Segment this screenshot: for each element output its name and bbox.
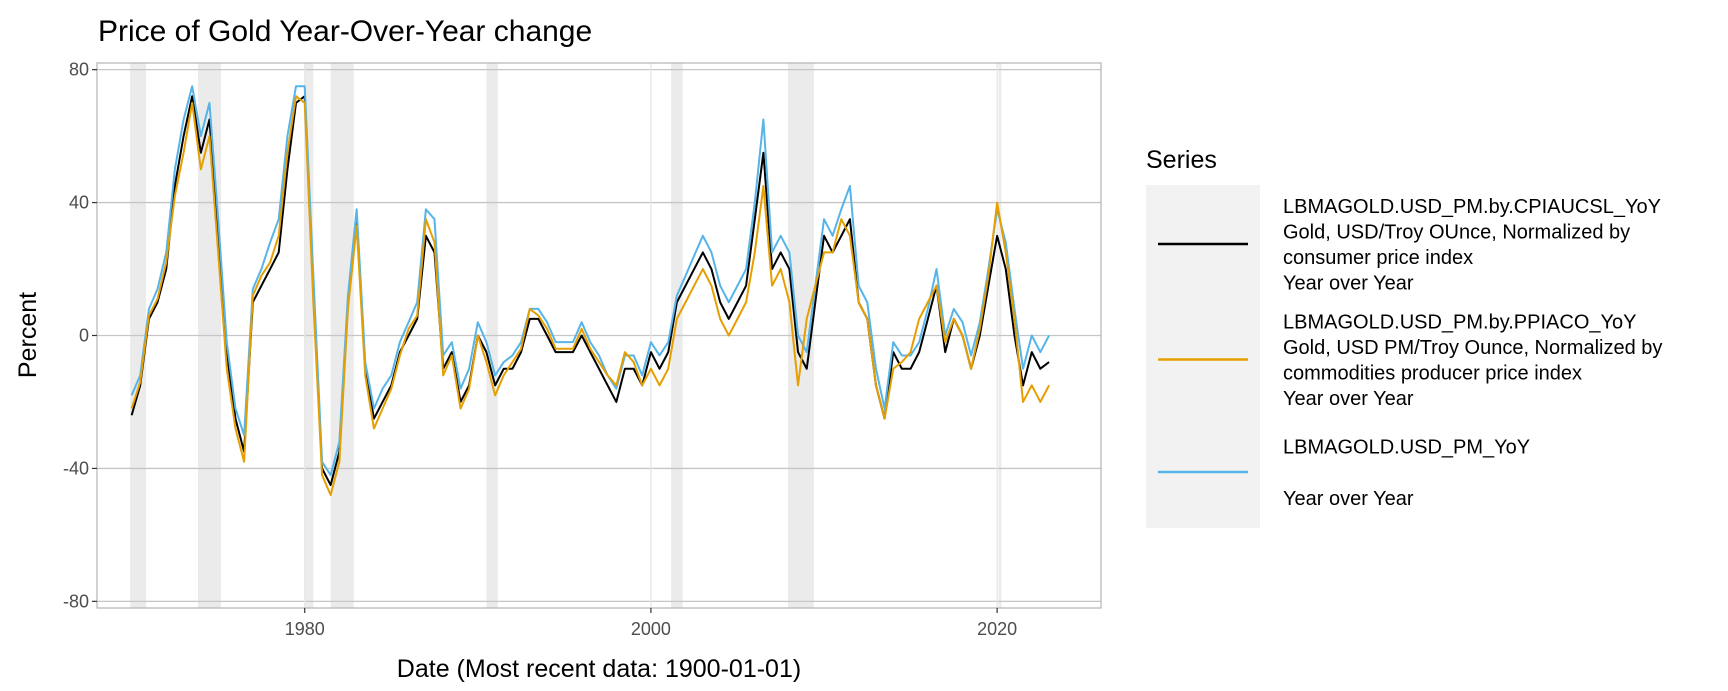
legend-label-2: LBMAGOLD.USD_PM_YoY Year over Year <box>1283 437 1530 510</box>
y-axis-ticks: 80 40 0 -40 -80 <box>63 60 97 611</box>
y-axis-title: Percent <box>14 292 42 378</box>
grid-lines <box>97 63 1101 608</box>
legend: Series LBMAGOLD.USD_PM.by.CPIAUCSL_YoY Go… <box>1146 146 1662 528</box>
y-tick-label-0: 80 <box>69 60 89 80</box>
legend-label-0: LBMAGOLD.USD_PM.by.CPIAUCSL_YoY Gold, USD… <box>1283 196 1661 295</box>
legend-label-line: LBMAGOLD.USD_PM.by.CPIAUCSL_YoY <box>1283 196 1661 218</box>
legend-label-line: Year over Year <box>1283 488 1414 510</box>
x-axis-title: Date (Most recent data: 1900-01-01) <box>397 655 801 683</box>
x-tick-label-1: 2000 <box>631 619 671 639</box>
legend-label-line: Gold, USD PM/Troy Ounce, Normalized by <box>1283 337 1662 359</box>
series-line-0 <box>130 95 1050 487</box>
series-line-1 <box>130 95 1050 497</box>
y-tick-label-3: -40 <box>63 458 89 478</box>
x-tick-label-0: 1980 <box>285 619 325 639</box>
y-tick-label-1: 40 <box>69 193 89 213</box>
y-tick-label-4: -80 <box>63 591 89 611</box>
chart-title: Price of Gold Year-Over-Year change <box>98 15 592 48</box>
legend-label-line: Year over Year <box>1283 388 1414 410</box>
legend-label-1: LBMAGOLD.USD_PM.by.PPIACO_YoY Gold, USD P… <box>1283 311 1662 410</box>
legend-label-line <box>1283 462 1289 484</box>
legend-items: LBMAGOLD.USD_PM.by.CPIAUCSL_YoY Gold, USD… <box>1158 196 1662 510</box>
legend-title: Series <box>1146 146 1217 174</box>
legend-label-line: Year over Year <box>1283 273 1414 295</box>
series-lines <box>130 85 1050 497</box>
legend-label-line: Gold, USD/Troy OUnce, Normalized by <box>1283 221 1630 243</box>
x-tick-label-2: 2020 <box>977 619 1017 639</box>
x-axis-ticks: 1980 2000 2020 <box>285 608 1017 639</box>
legend-key-background <box>1146 185 1260 528</box>
legend-label-line: LBMAGOLD.USD_PM_YoY <box>1283 437 1530 459</box>
legend-label-line: LBMAGOLD.USD_PM.by.PPIACO_YoY <box>1283 311 1636 333</box>
y-tick-label-2: 0 <box>79 326 89 346</box>
series-line-2 <box>130 85 1050 477</box>
legend-label-line: commodities producer price index <box>1283 362 1582 384</box>
legend-label-line: consumer price index <box>1283 247 1473 269</box>
